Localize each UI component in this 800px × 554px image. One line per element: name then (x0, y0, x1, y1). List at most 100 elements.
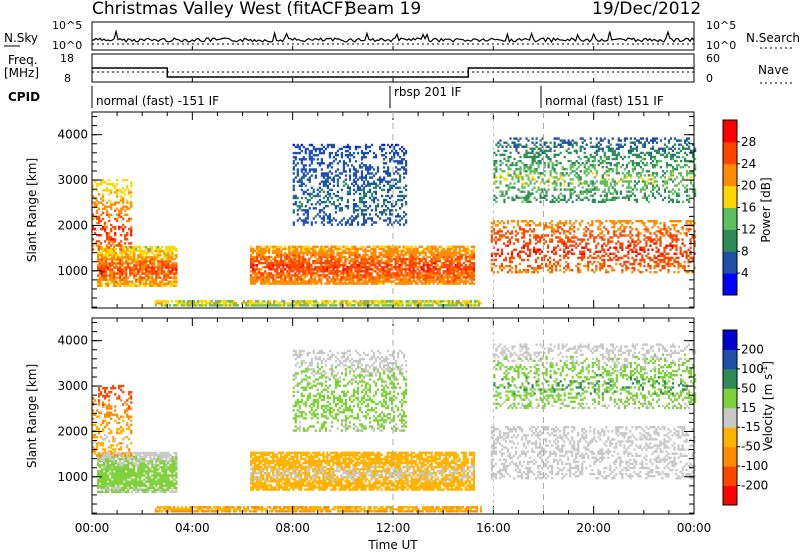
range-cell (92, 189, 95, 192)
range-cell (589, 190, 592, 193)
range-cell (385, 304, 388, 307)
range-cell (324, 255, 327, 259)
range-cell (173, 258, 176, 261)
range-cell (661, 258, 664, 262)
range-cell (603, 153, 606, 157)
range-cell (298, 278, 301, 281)
range-cell (296, 264, 299, 267)
range-cell (494, 232, 497, 235)
range-cell (577, 176, 580, 179)
range-cell (645, 228, 648, 231)
range-cell (466, 259, 469, 263)
range-cell (113, 256, 116, 259)
range-cell (274, 278, 277, 281)
range-cell (565, 141, 568, 144)
range-cell (673, 226, 676, 229)
range-cell (667, 141, 671, 144)
range-cell (505, 190, 508, 193)
range-cell (615, 222, 618, 225)
range-cell (318, 247, 321, 251)
range-cell (131, 268, 134, 271)
range-cell (101, 270, 104, 273)
range-cell (278, 264, 281, 267)
range-cell (537, 256, 540, 260)
range-cell (135, 274, 138, 277)
range-cell (527, 190, 530, 193)
range-cell (128, 219, 131, 223)
range-cell (501, 192, 504, 195)
range-cell (139, 274, 142, 277)
range-cell (539, 266, 542, 270)
range-cell (294, 276, 297, 279)
range-cell (645, 230, 648, 233)
range-cell (258, 268, 261, 271)
range-cell (559, 184, 562, 187)
range-cell (96, 205, 99, 208)
range-cell (376, 278, 379, 281)
range-cell (495, 168, 498, 171)
range-cell (651, 145, 655, 148)
range-cell (114, 240, 117, 243)
range-cell (428, 245, 431, 248)
range-cell (330, 270, 333, 273)
range-cell (460, 253, 463, 257)
range-cell (145, 274, 148, 277)
range-cell (161, 245, 164, 249)
range-cell (390, 257, 393, 261)
range-cell (653, 149, 657, 153)
range-cell (336, 264, 339, 267)
range-cell (143, 262, 146, 265)
range-cell (386, 264, 389, 267)
range-cell (304, 249, 307, 253)
range-cell (643, 194, 646, 197)
range-cell (342, 266, 345, 269)
range-cell (537, 153, 540, 157)
range-cell (599, 222, 602, 225)
range-cell (389, 304, 392, 307)
range-cell (428, 251, 431, 255)
range-cell (518, 226, 522, 229)
range-cell (260, 253, 263, 257)
range-cell (649, 238, 652, 241)
range-cell (107, 262, 110, 265)
range-cell (677, 271, 680, 274)
range-cell (108, 178, 111, 182)
range-cell (273, 300, 276, 303)
range-cell (501, 194, 504, 197)
range-cell (231, 300, 234, 303)
range-cell (448, 270, 451, 273)
range-cell (400, 251, 403, 255)
range-cell (593, 157, 596, 161)
range-cell (511, 198, 514, 202)
range-cell (287, 302, 290, 305)
range-cell (693, 242, 696, 245)
range-cell (647, 141, 650, 144)
range-cell (298, 264, 301, 267)
range-cell (452, 276, 455, 279)
range-cell (665, 170, 669, 173)
range-cell (101, 278, 104, 281)
range-cell (561, 228, 564, 231)
range-cell (677, 266, 680, 270)
range-cell (290, 276, 293, 279)
range-cell (430, 268, 433, 271)
range-cell (433, 302, 436, 305)
range-cell (512, 256, 516, 260)
range-cell (104, 181, 107, 184)
range-cell (383, 304, 386, 307)
range-cell (466, 266, 469, 269)
range-cell (259, 302, 262, 305)
range-cell (338, 264, 341, 267)
range-cell (541, 196, 544, 199)
range-cell (506, 236, 510, 239)
range-cell (452, 251, 455, 255)
range-cell (553, 180, 556, 183)
range-cell (120, 211, 123, 214)
range-cell (292, 261, 295, 265)
range-cell (151, 284, 154, 287)
range-cell (643, 182, 646, 185)
range-cell (402, 282, 405, 285)
range-cell (603, 254, 606, 258)
range-cell (171, 245, 174, 249)
range-cell (119, 284, 122, 287)
